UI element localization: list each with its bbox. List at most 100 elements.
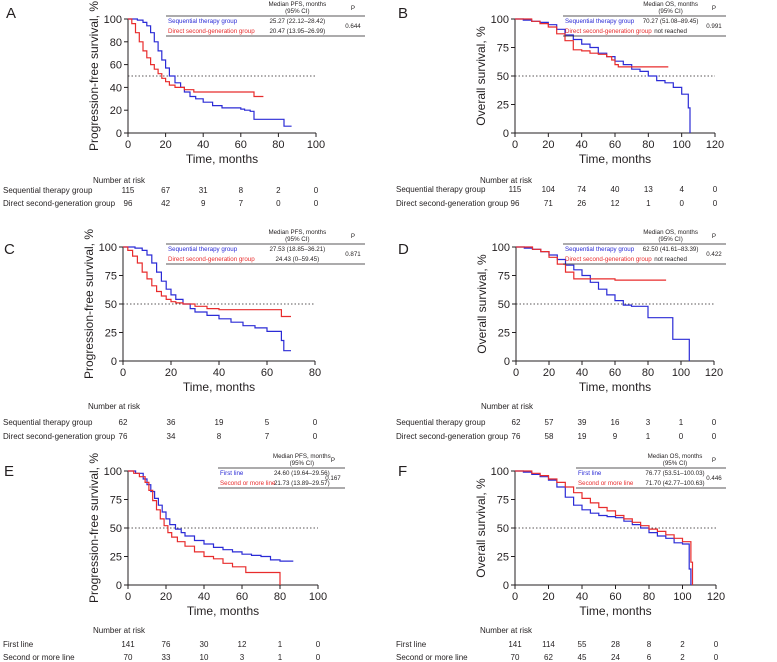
risk-value: 76 [512,432,521,441]
y-tick-label: 100 [491,14,509,26]
p-value: 0.167 [325,475,341,482]
risk-row-label: Direct second-generation group [3,199,116,208]
x-tick-label: 120 [707,591,725,603]
risk-value: 0 [714,640,719,649]
y-tick-label: 75 [498,271,510,283]
risk-value: 141 [121,640,135,649]
x-tick-label: 40 [576,139,588,151]
y-tick-label: 0 [504,356,510,368]
risk-value: 12 [238,640,247,649]
legend-entry: Direct second-generation group [565,256,652,263]
p-value: 0.644 [345,23,361,30]
legend-entry: First line [220,470,244,477]
risk-value: 19 [578,432,587,441]
risk-value: 114 [542,640,555,649]
y-axis-title: Overall survival, % [474,26,488,126]
legend-entry: Second or more line [578,480,634,487]
risk-value: 2 [680,640,685,649]
risk-value: 1 [679,418,684,427]
x-tick-label: 120 [706,139,724,151]
risk-value: 9 [201,199,206,208]
risk-table-title: Number at risk [88,402,141,411]
risk-value: 58 [545,432,554,441]
p-value: 0.991 [706,23,722,30]
risk-row-label: Direct second-generation group [3,432,116,441]
y-tick-label: 75 [497,43,509,55]
risk-value: 3 [646,418,651,427]
risk-row-label: Sequential therapy group [396,418,486,427]
y-tick-label: 50 [497,71,509,83]
risk-value: 96 [511,199,520,208]
x-axis-title: Time, months [579,380,651,394]
risk-value: 55 [578,640,587,649]
y-tick-label: 60 [110,60,122,72]
risk-value: 96 [124,199,133,208]
legend-entry: Sequential therapy group [168,246,238,253]
x-tick-label: 120 [705,367,723,379]
x-tick-label: 100 [307,139,325,151]
risk-value: 9 [613,432,618,441]
p-column-header: P [351,233,355,240]
y-tick-label: 50 [105,299,117,311]
x-axis-title: Time, months [579,152,651,166]
median-value: 76.77 (53.51–100.03) [645,470,704,477]
risk-value: 2 [680,653,685,662]
risk-value: 115 [122,186,135,195]
y-tick-label: 75 [497,495,509,507]
x-tick-label: 100 [672,139,690,151]
risk-table-title: Number at risk [480,176,533,185]
p-column-header: P [712,457,716,464]
p-column-header: P [712,5,716,12]
y-tick-label: 40 [110,82,122,94]
risk-value: 76 [162,640,171,649]
risk-row-label: Sequential therapy group [396,185,486,194]
y-tick-label: 25 [110,552,122,564]
risk-value: 42 [161,199,170,208]
risk-value: 0 [679,199,684,208]
risk-value: 0 [679,432,684,441]
risk-value: 28 [611,640,620,649]
y-tick-label: 0 [503,580,509,592]
panel-letter: E [4,463,14,480]
median-column-header: Median PFS, months [268,229,326,236]
ci-column-header: (95% CI) [663,460,687,467]
risk-value: 24 [611,653,620,662]
risk-value: 70 [511,653,520,662]
risk-value: 62 [119,418,128,427]
risk-value: 7 [239,199,244,208]
risk-value: 0 [316,640,321,649]
legend-entry: Second or more line [220,480,276,487]
y-tick-label: 100 [99,242,117,254]
x-tick-label: 80 [642,139,654,151]
risk-value: 62 [544,653,553,662]
risk-value: 26 [577,199,586,208]
risk-value: 40 [611,185,620,194]
risk-value: 8 [239,186,244,195]
x-tick-label: 0 [125,139,131,151]
x-tick-label: 80 [309,367,321,379]
legend-entry: Direct second-generation group [565,28,652,35]
y-tick-label: 100 [492,242,510,254]
risk-value: 71 [544,199,553,208]
risk-value: 76 [119,432,128,441]
median-column-header: Median OS, months [643,1,698,8]
risk-value: 115 [509,185,522,194]
risk-value: 0 [712,432,717,441]
median-value: 24.60 (19.64–29.56) [274,470,330,477]
risk-value: 33 [162,653,171,662]
x-tick-label: 40 [576,591,588,603]
risk-value: 0 [714,653,719,662]
risk-value: 3 [240,653,245,662]
median-value: 20.47 (13.95–26.99) [269,28,325,35]
risk-value: 1 [278,653,283,662]
risk-value: 62 [512,418,521,427]
panel-letter: A [6,5,16,22]
risk-value: 36 [167,418,176,427]
median-column-header: Median PFS, months [273,453,331,460]
y-tick-label: 25 [105,328,117,340]
x-tick-label: 40 [576,367,588,379]
survival-curve-red [128,18,264,98]
x-tick-label: 60 [261,367,273,379]
